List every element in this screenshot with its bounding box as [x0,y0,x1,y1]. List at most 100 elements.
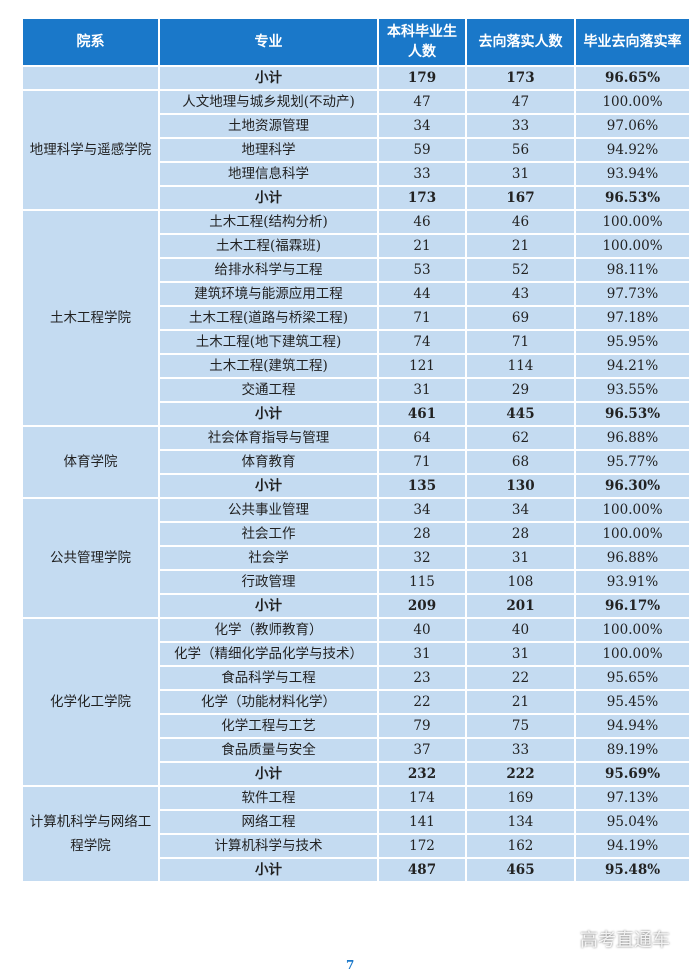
graduates-cell: 74 [377,329,467,355]
table-row: 地理科学与遥感学院 人文地理与城乡规划(不动产) 47 47 100.00% [21,89,691,211]
rate-cell: 95.04% [574,809,691,835]
major-cell: 给排水科学与工程 [158,257,379,283]
placed-cell: 46 [465,209,576,235]
rate-cell: 97.73% [574,281,691,307]
rate-cell: 97.06% [574,113,691,139]
placed-cell: 75 [465,713,576,739]
header-college: 院系 [21,17,160,67]
rate-cell: 95.77% [574,449,691,475]
major-cell: 化学（精细化学品化学与技术） [158,641,379,667]
major-cell: 体育教育 [158,449,379,475]
table-header: 院系 专业 本科毕业生人数 去向落实人数 毕业去向落实率 [21,17,691,67]
employment-table: 院系 专业 本科毕业生人数 去向落实人数 毕业去向落实率 小计 179 173 96.… [21,17,691,883]
rate-cell: 96.30% [574,473,691,499]
major-cell: 小计 [158,185,379,211]
placed-cell: 22 [465,665,576,691]
graduates-cell: 28 [377,521,467,547]
table-row: 行政管理 115 108 93.91% [22,569,691,595]
major-cell: 社会工作 [158,521,379,547]
placed-cell: 62 [465,425,576,451]
major-cell: 化学（教师教育） [158,617,379,643]
graduates-cell: 23 [377,665,467,691]
graduates-cell: 37 [377,737,467,763]
table-row: 计算机科学与网络工程学院 软件工程 174 169 97.13% [21,785,691,883]
table-row: 计算机科学与技术 172 162 94.19% [22,833,691,859]
graduates-cell: 461 [377,401,467,427]
rate-cell: 95.45% [574,689,691,715]
header-graduates: 本科毕业生人数 [377,17,467,67]
major-cell: 小计 [158,857,379,883]
placed-cell: 167 [465,185,576,211]
major-cell: 小计 [158,65,379,91]
graduates-cell: 71 [377,449,467,475]
graduates-cell: 174 [377,785,467,811]
major-cell: 土木工程(地下建筑工程) [158,329,379,355]
table-body: 小计 179 173 96.65% 地理科学与遥感学院 人文地理与城乡规划(不动产) 47 4… [21,65,691,883]
graduates-cell: 115 [377,569,467,595]
placed-cell: 34 [465,497,576,523]
graduates-cell: 232 [377,761,467,787]
major-cell: 软件工程 [158,785,379,811]
rate-cell: 89.19% [574,737,691,763]
graduates-cell: 40 [377,617,467,643]
table-row: 地理科学 59 56 94.92% [22,137,691,163]
college-cell [21,65,160,91]
placed-cell: 445 [465,401,576,427]
rate-cell: 100.00% [574,617,691,643]
graduates-cell: 179 [377,65,467,91]
graduates-cell: 44 [377,281,467,307]
table-row: 土木工程学院 土木工程(结构分析) 46 46 100.00% [21,209,691,427]
graduates-cell: 209 [377,593,467,619]
table-row: 化学化工学院 化学（教师教育） 40 40 100.00% [21,617,691,787]
placed-cell: 29 [465,377,576,403]
subtotal-row: 小计 179 173 96.65% [21,65,691,91]
table-row: 给排水科学与工程 53 52 98.11% [22,257,691,283]
graduates-cell: 121 [377,353,467,379]
major-cell: 食品质量与安全 [158,737,379,763]
major-cell: 网络工程 [158,809,379,835]
major-cell: 土木工程(福霖班) [158,233,379,259]
rate-cell: 100.00% [574,641,691,667]
placed-cell: 173 [465,65,576,91]
table-row: 化学（功能材料化学） 22 21 95.45% [22,689,691,715]
table-row: 社会学 32 31 96.88% [22,545,691,571]
major-cell: 小计 [158,593,379,619]
placed-cell: 33 [465,113,576,139]
table-row: 社会工作 28 28 100.00% [22,521,691,547]
placed-cell: 43 [465,281,576,307]
header-rate: 毕业去向落实率 [574,17,691,67]
graduates-cell: 71 [377,305,467,331]
placed-cell: 56 [465,137,576,163]
table-row: 体育学院 社会体育指导与管理 64 62 96.88% [21,425,691,499]
college-cell: 计算机科学与网络工程学院 [21,785,160,883]
graduates-cell: 47 [377,89,467,115]
rate-cell: 98.11% [574,257,691,283]
placed-cell: 465 [465,857,576,883]
subtotal-row: 小计 461 445 96.53% [22,401,691,427]
rate-cell: 93.91% [574,569,691,595]
rate-cell: 95.48% [574,857,691,883]
rate-cell: 96.88% [574,545,691,571]
table-row: 土地资源管理 34 33 97.06% [22,113,691,139]
placed-cell: 31 [465,161,576,187]
table-row: 公共管理学院 公共事业管理 34 34 100.00% [21,497,691,619]
graduates-cell: 32 [377,545,467,571]
graduates-cell: 53 [377,257,467,283]
subtotal-row: 小计 232 222 95.69% [22,761,691,787]
subtotal-row: 小计 173 167 96.53% [22,185,691,211]
graduates-cell: 33 [377,161,467,187]
rate-cell: 97.18% [574,305,691,331]
major-cell: 社会体育指导与管理 [158,425,379,451]
rate-cell: 94.92% [574,137,691,163]
graduates-cell: 141 [377,809,467,835]
placed-cell: 47 [465,89,576,115]
major-cell: 土木工程(道路与桥梁工程) [158,305,379,331]
graduates-cell: 487 [377,857,467,883]
major-cell: 化学（功能材料化学） [158,689,379,715]
rate-cell: 95.69% [574,761,691,787]
placed-cell: 108 [465,569,576,595]
rate-cell: 95.95% [574,329,691,355]
placed-cell: 33 [465,737,576,763]
graduates-cell: 34 [377,113,467,139]
major-cell: 土木工程(建筑工程) [158,353,379,379]
